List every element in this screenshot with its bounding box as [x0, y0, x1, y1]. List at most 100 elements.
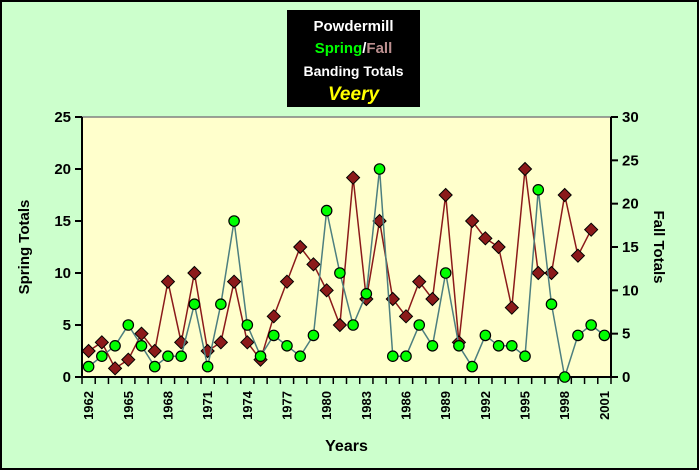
- x-axis-tick-label: 2001: [597, 391, 612, 420]
- spring-data-point: [122, 319, 135, 331]
- spring-axis-title: Spring Totals: [16, 200, 33, 295]
- spring-data-point: [320, 204, 333, 217]
- fall-data-point: [412, 274, 427, 289]
- fall-data-point: [293, 239, 308, 255]
- fall-data-point: [107, 361, 123, 376]
- spring-data-point: [82, 360, 95, 373]
- right-axis-tick-label: 20: [622, 196, 639, 213]
- x-axis-tick-label: 1965: [121, 391, 136, 420]
- spring-data-point: [267, 329, 280, 342]
- right-axis-tick-label: 25: [622, 152, 639, 169]
- title-powdermill: Powdermill: [313, 18, 394, 35]
- x-axis-title: Years: [325, 438, 368, 455]
- title-line-1: Powdermill: [287, 16, 420, 38]
- x-axis-tick-label: 1998: [557, 391, 572, 420]
- spring-data-point: [585, 319, 597, 331]
- right-axis-tick-label: 15: [622, 239, 639, 256]
- spring-data-point: [598, 329, 611, 342]
- spring-line: [88, 168, 605, 378]
- fall-data-point: [94, 335, 110, 350]
- left-axis-tick-label: 20: [54, 161, 71, 178]
- title-line-3: Banding Totals: [287, 60, 420, 82]
- chart-title-box: Powdermill Spring/Fall Banding Totals Ve…: [287, 10, 420, 107]
- right-axis-tick-label: 0: [622, 369, 630, 386]
- fall-data-point: [491, 239, 506, 255]
- spring-data-point: [96, 350, 108, 362]
- spring-data-point: [479, 329, 492, 342]
- fall-data-point: [372, 213, 387, 229]
- spring-data-point: [228, 215, 240, 227]
- left-axis-tick-label: 25: [54, 109, 71, 126]
- spring-data-point: [426, 339, 439, 352]
- fall-data-point: [531, 265, 546, 281]
- x-axis-tick-label: 1986: [399, 391, 414, 420]
- x-axis-tick-label: 1995: [518, 391, 533, 420]
- spring-data-point: [162, 350, 174, 362]
- title-fall-label: Fall: [366, 40, 393, 57]
- x-axis-tick-label: 1989: [438, 391, 453, 420]
- fall-data-point: [517, 161, 533, 177]
- fall-data-point: [147, 343, 162, 359]
- x-axis-tick-label: 1962: [81, 391, 96, 420]
- spring-data-point: [175, 350, 187, 362]
- spring-data-point: [519, 350, 531, 362]
- left-axis-tick-label: 15: [54, 213, 71, 230]
- spring-data-point: [413, 319, 426, 331]
- spring-data-point: [373, 163, 386, 175]
- fall-data-point: [345, 170, 361, 185]
- spring-data-point: [400, 350, 412, 362]
- fall-axis-title: Fall Totals: [650, 210, 667, 283]
- fall-data-point: [425, 291, 440, 307]
- title-line-4: Veery: [287, 82, 420, 108]
- spring-data-point: [506, 339, 518, 352]
- fall-data-point: [464, 213, 480, 229]
- right-axis-tick-label: 5: [622, 326, 630, 343]
- spring-data-point: [347, 319, 359, 331]
- title-line-2: Spring/Fall: [287, 38, 420, 60]
- fall-data-point: [306, 257, 321, 272]
- spring-data-point: [307, 329, 320, 342]
- x-axis-tick-label: 1974: [240, 390, 255, 420]
- x-axis-tick-label: 1971: [200, 391, 215, 420]
- left-axis-tick-label: 0: [63, 369, 71, 386]
- fall-data-point: [81, 343, 96, 359]
- fall-data-point: [240, 335, 255, 350]
- spring-data-point: [241, 319, 254, 331]
- fall-data-point: [279, 274, 295, 289]
- fall-data-point: [583, 222, 599, 237]
- spring-data-point: [215, 298, 227, 310]
- spring-data-point: [281, 339, 293, 352]
- right-axis-tick-label: 30: [622, 109, 639, 126]
- fall-data-point: [226, 274, 242, 289]
- spring-data-point: [135, 339, 148, 352]
- spring-data-point: [360, 287, 373, 300]
- spring-data-point: [466, 360, 478, 373]
- spring-data-point: [254, 350, 267, 362]
- spring-data-point: [532, 184, 545, 196]
- fall-data-point: [438, 187, 453, 203]
- fall-data-point: [187, 265, 202, 281]
- spring-data-point: [386, 350, 399, 362]
- fall-data-point: [570, 248, 586, 263]
- title-spring-label: Spring: [314, 40, 363, 57]
- fall-data-point: [557, 187, 572, 203]
- right-axis-tick-label: 10: [622, 282, 639, 299]
- spring-data-point: [334, 267, 346, 279]
- fall-data-point: [398, 309, 414, 324]
- x-axis-tick-label: 1977: [279, 391, 294, 420]
- fall-data-point: [319, 283, 334, 298]
- spring-data-point: [294, 350, 307, 362]
- spring-data-point: [572, 329, 584, 342]
- fall-data-point: [478, 231, 493, 246]
- spring-data-point: [109, 339, 121, 352]
- spring-data-point: [453, 339, 465, 352]
- x-axis-tick-label: 1968: [160, 391, 175, 420]
- spring-data-point: [188, 298, 201, 310]
- x-axis-tick-label: 1992: [478, 391, 493, 420]
- spring-data-point: [545, 298, 558, 310]
- fall-data-point: [160, 274, 176, 289]
- fall-data-point: [332, 317, 348, 333]
- title-banding-totals: Banding Totals: [303, 63, 404, 79]
